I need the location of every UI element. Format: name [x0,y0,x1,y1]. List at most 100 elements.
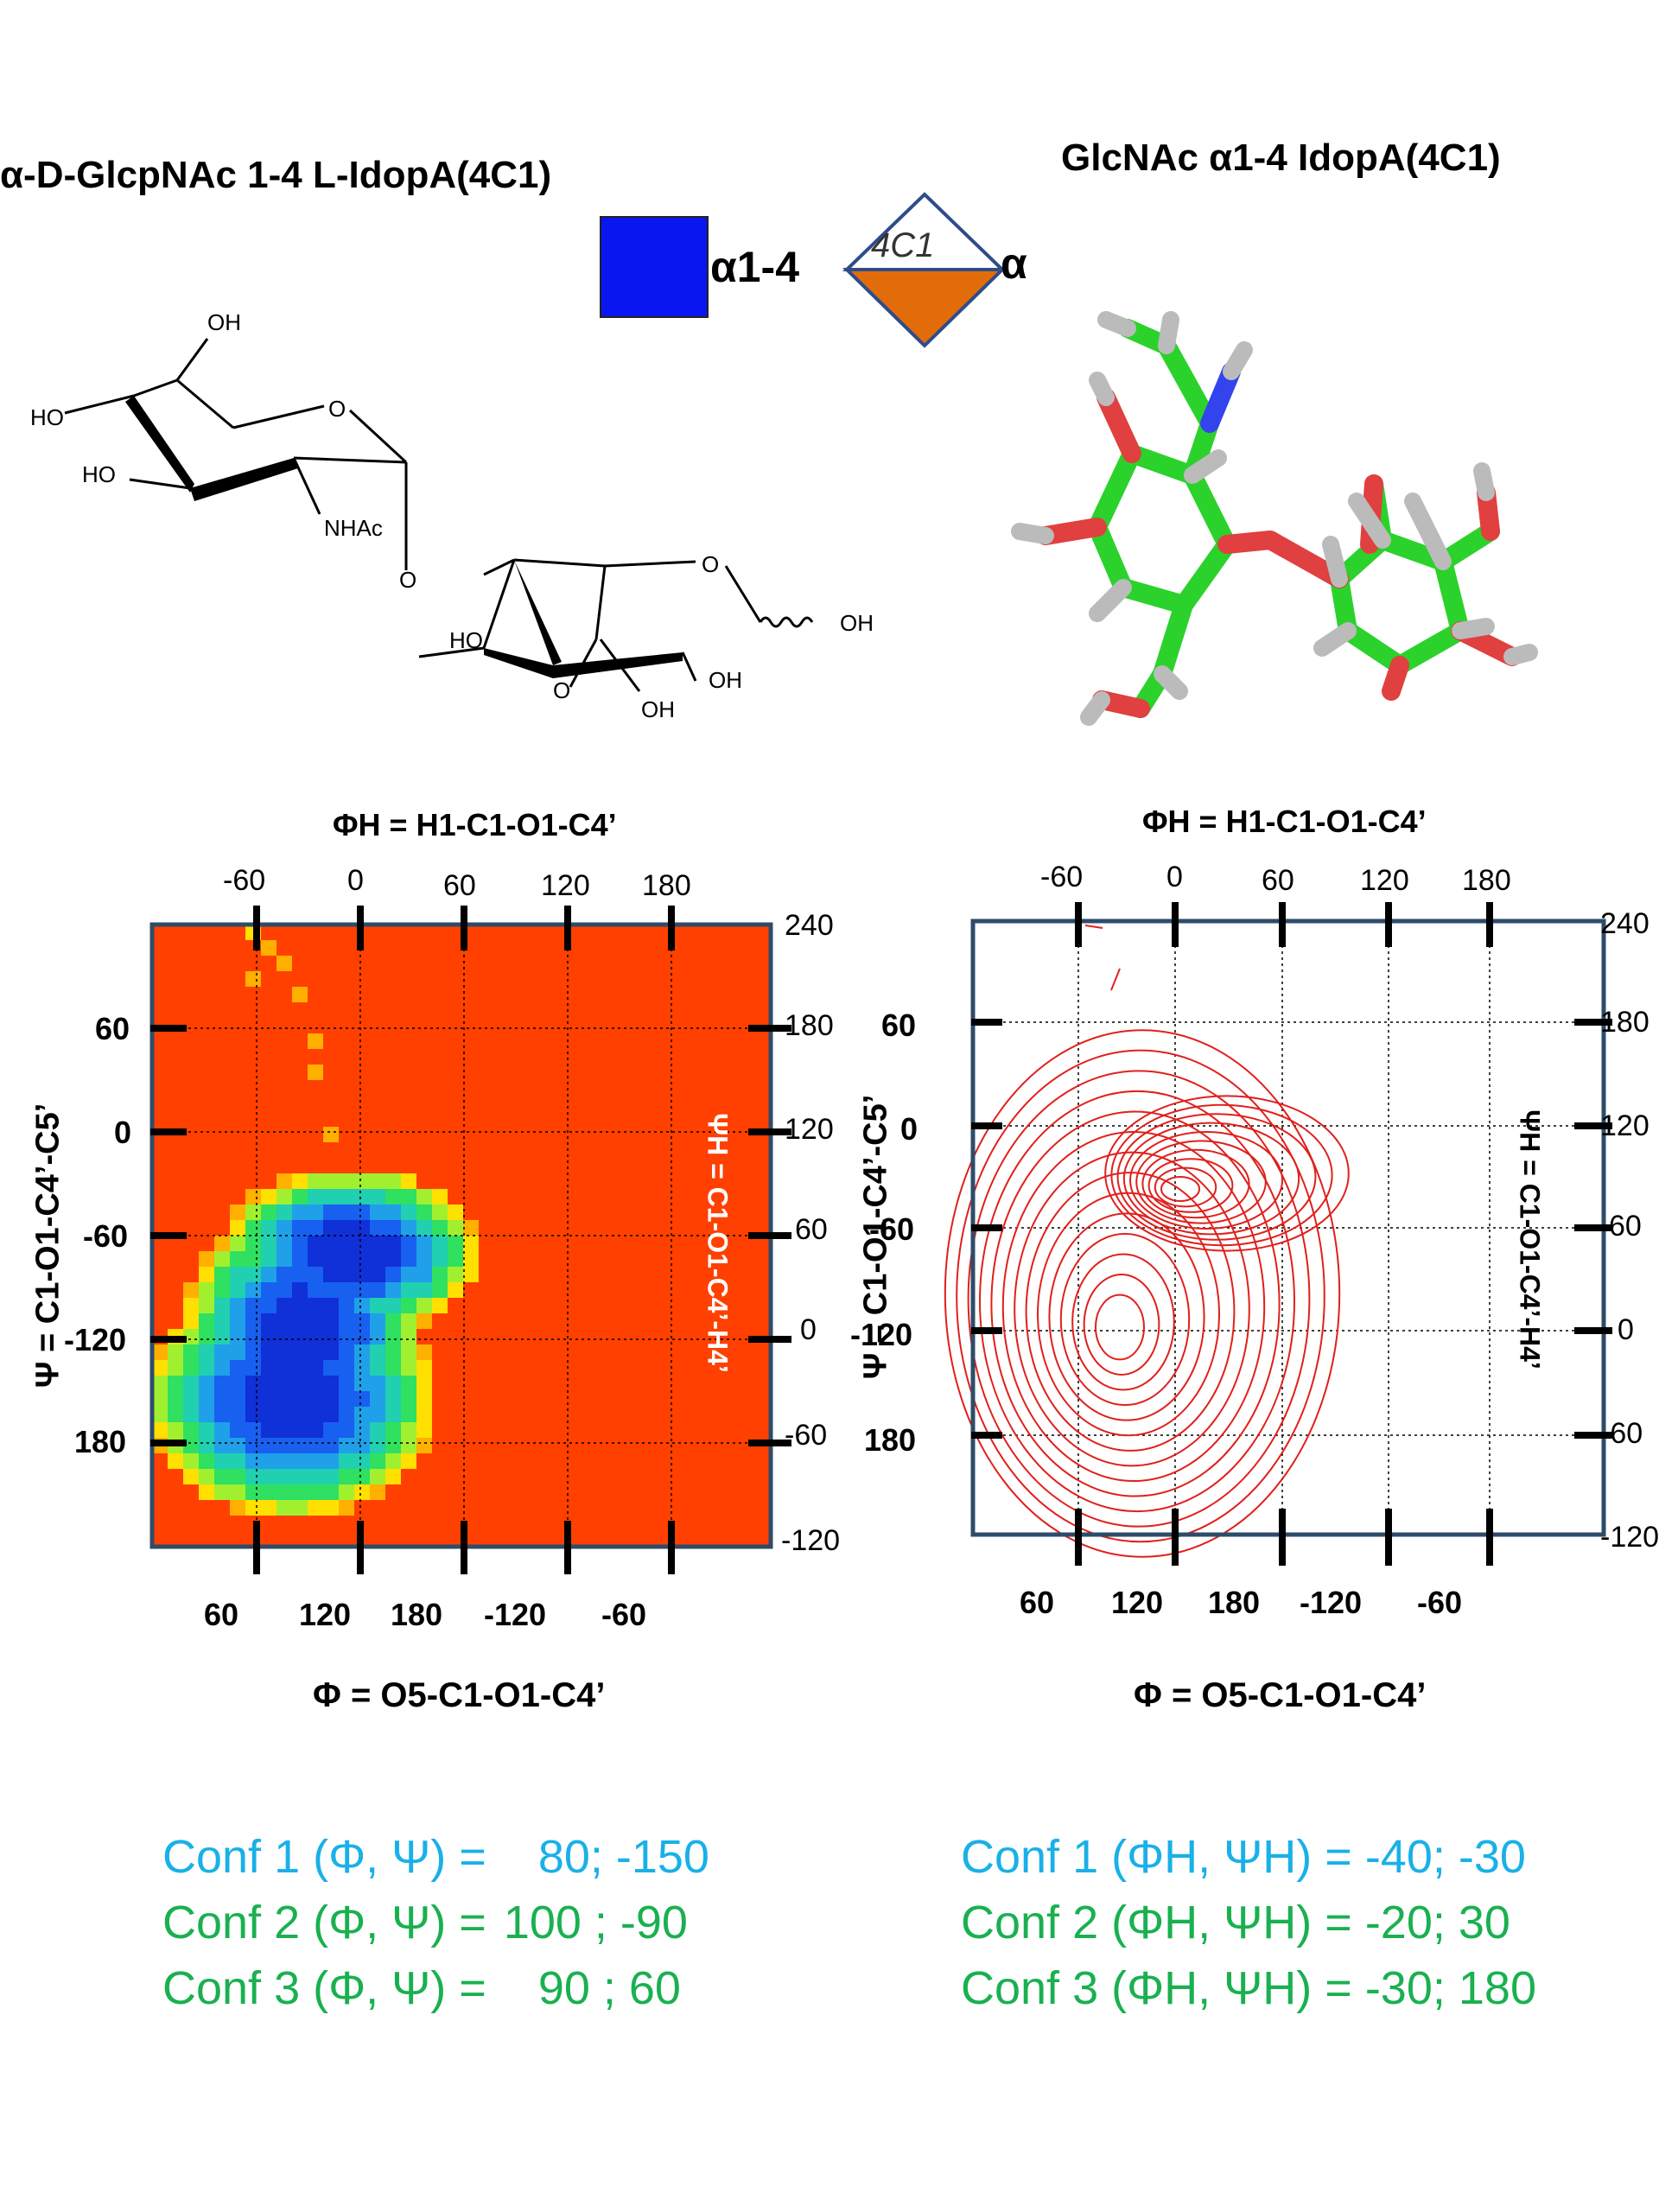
heatmap-cell [276,1376,292,1391]
contour-line [1104,1095,1350,1252]
heatmap-cell [432,1282,448,1298]
heatmap-cell [339,1344,354,1360]
heatmap-cell [385,1407,401,1422]
heatmap-cell [354,1173,370,1189]
carbonyl-oxygen: O [553,677,570,703]
contour-lines [944,925,1350,1558]
heatmap-cell [416,1376,432,1391]
heatmap-cell [463,1251,479,1267]
heatmap-cell [214,1298,230,1313]
glcnac-square [600,216,709,318]
left-bottom-axis-label: Φ = O5-C1-O1-C4’ [313,1676,606,1714]
left-top-tick: -60 [223,864,266,897]
heatmap-cell [354,1344,370,1360]
heatmap-cell [401,1422,416,1438]
heatmap-cell [448,1267,463,1282]
heatmap-cell [401,1391,416,1407]
heatmap-cell [199,1391,214,1407]
heatmap-cell [168,1376,183,1391]
heatmap-cell [339,1236,354,1251]
heatmap-cell [354,1329,370,1344]
heatmap-cell [245,1438,261,1453]
heatmap-cell [323,1422,339,1438]
contour-line [1116,1113,1317,1241]
heatmap-cell [230,1422,245,1438]
heatmap-cell [354,1251,370,1267]
left-right-axis-label: ΨH = C1-O1-C4’-H4’ [702,1113,734,1373]
heatmap-cell [308,1251,323,1267]
heatmap-cell [261,1484,276,1500]
heatmap-cell [432,1236,448,1251]
heatmap-cell [199,1453,214,1469]
heatmap-cell [323,1313,339,1329]
heatmap-cell [276,1251,292,1267]
heatmap-cell [308,1282,323,1298]
heatmap-cell [230,1205,245,1220]
idopa-diamond [842,192,1007,348]
contour-line [1135,1140,1267,1224]
contour-line [1084,925,1103,929]
right-bottom-tick: 120 [1111,1585,1164,1620]
heatmap-cell [370,1267,385,1282]
conf-label: Conf 2 (ΦH, ΨH) = [961,1897,1352,1948]
heatmap-cell [448,1220,463,1236]
ring-label: 4C1 [871,226,935,264]
heatmap-cell [416,1282,432,1298]
heatmap-cell [385,1329,401,1344]
heatmap-cell [199,1344,214,1360]
heatmap-cell [354,1453,370,1469]
conf-label: Conf 1 (ΦH, ΨH) = [961,1831,1352,1883]
heatmap-cell [292,1267,308,1282]
heatmap-cell [199,1251,214,1267]
heatmap-cell [168,1360,183,1376]
heatmap-cell [199,1407,214,1422]
heatmap-cell [152,1344,168,1360]
conf-list-left: Conf 1 (Φ, Ψ) = 80; -150 Conf 2 (Φ, Ψ) = 1… [162,1830,709,2027]
heatmap-cell [261,1500,276,1516]
heatmap-cell [385,1391,401,1407]
heatmap-cell [323,1484,339,1500]
heatmap-cell [168,1453,183,1469]
heatmap-cell [354,1469,370,1484]
heatmap-cell [401,1267,416,1282]
heatmap-cell [308,1220,323,1236]
heatmap-cell [385,1282,401,1298]
heatmap-cell [261,1236,276,1251]
heatmap-cell [323,1205,339,1220]
heatmap-cell [183,1453,199,1469]
heatmap-cell [354,1298,370,1313]
heatmap-cell [214,1267,230,1282]
heatmap-cell [214,1360,230,1376]
heatmap-cell [339,1500,354,1516]
heatmap-cell [432,1298,448,1313]
heatmap-cell [276,1267,292,1282]
heatmap-cell [339,1205,354,1220]
heatmap-cell [183,1469,199,1484]
left-bottom-tick: 120 [299,1597,352,1632]
heatmap-cell [308,1407,323,1422]
heatmap-cell [230,1391,245,1407]
heatmap-cell [385,1220,401,1236]
heatmap-cell [401,1236,416,1251]
heatmap-cell [385,1344,401,1360]
heatmap-cell [261,1422,276,1438]
contour-line [1110,968,1121,991]
heatmap-cell [292,987,308,1002]
contour-line [1095,1294,1146,1361]
heatmap-cell [339,1313,354,1329]
heatmap-cell [339,1376,354,1391]
heatmap-cell [276,1189,292,1205]
left-left-tick: -60 [83,1218,129,1254]
heatmap-cell [168,1344,183,1360]
heatmap-cell [339,1422,354,1438]
heatmap-cell [292,1500,308,1516]
heatmap-cell [152,1391,168,1407]
heatmap-cell [401,1220,416,1236]
heatmap-cell [416,1189,432,1205]
contour-line [979,1090,1296,1513]
heatmap-cell [230,1267,245,1282]
heatmap-cell [323,1407,339,1422]
heatmap-cell [323,1376,339,1391]
heatmap-cell [401,1407,416,1422]
right-bottom-axis-label: Φ = O5-C1-O1-C4’ [1134,1676,1427,1714]
